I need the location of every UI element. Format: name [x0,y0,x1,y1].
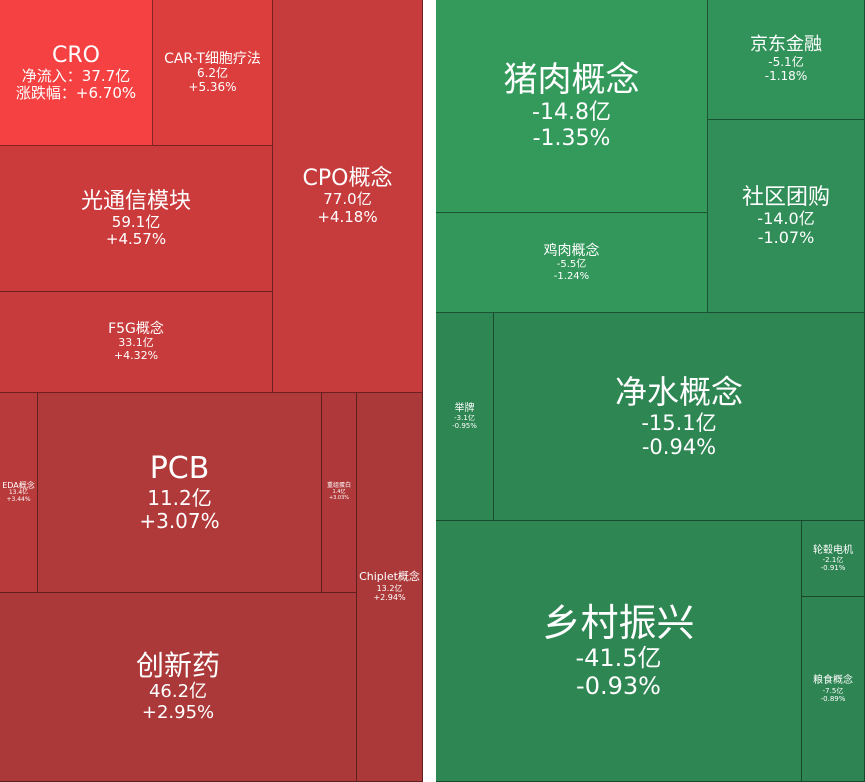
tile-change-value: +3.44% [6,496,31,504]
tile-label: CRO [52,42,100,68]
tile-label: 光通信模块 [80,188,191,214]
tile-change-value: +3.07% [139,508,220,533]
tile-label: 举牌 [454,402,475,414]
tile-flow-value: -7.5亿 [822,686,844,695]
tile-flow-value: 33.1亿 [118,336,154,350]
tile-change-value: -1.18% [764,68,808,83]
treemap-tile[interactable]: CAR-T细胞疗法 6.2亿 +5.36% [153,0,273,146]
tile-flow-value: 13.4亿 [8,489,29,497]
treemap-tile[interactable]: 社区团购 -14.0亿 -1.07% [708,120,865,313]
tile-label: 轮毂电机 [813,544,853,556]
tile-label: 鸡肉概念 [543,242,600,259]
panel-divider [423,0,436,782]
tile-change-value: -1.07% [757,227,815,247]
treemap-tile[interactable]: 重组蛋白 1.4亿 +3.03% [322,393,357,593]
tile-label: 创新药 [135,649,220,683]
treemap-tile[interactable]: EDA概念 13.4亿 +3.44% [0,393,38,593]
treemap-tile[interactable]: 乡村振兴 -41.5亿 -0.93% [436,521,802,782]
tile-change-value: +4.18% [317,207,378,226]
tile-label: F5G概念 [108,321,164,338]
tile-label: 净水概念 [614,372,743,411]
tile-flow-value: 13.2亿 [376,584,403,594]
tile-label: CPO概念 [302,166,393,192]
tile-flow-value: 11.2亿 [147,485,212,510]
tile-label: CAR-T细胞疗法 [164,50,261,67]
tile-label: PCB [149,451,210,487]
treemap-tile[interactable]: 创新药 46.2亿 +2.95% [0,593,357,782]
treemap-tile[interactable]: PCB 11.2亿 +3.07% [38,393,322,593]
tile-change-value: +2.94% [373,593,406,603]
tile-flow-value: -3.1亿 [454,414,475,423]
tile-label: 京东金融 [750,34,822,56]
tile-flow-value: 1.4亿 [332,489,346,496]
tile-change-value: -0.94% [641,434,717,459]
treemap-tile[interactable]: 京东金融 -5.1亿 -1.18% [708,0,865,120]
tile-change-value: -0.91% [820,564,846,573]
tile-flow-value: -5.5亿 [556,259,587,271]
tile-change-value: -0.89% [820,694,846,703]
tile-flow-value: -15.1亿 [641,410,717,435]
tile-flow-value: -41.5亿 [575,644,662,673]
treemap-tile[interactable]: 光通信模块 59.1亿 +4.57% [0,146,273,292]
treemap-tile[interactable]: CPO概念 77.0亿 +4.18% [273,0,423,393]
tile-flow-row: 净流入： 37.7亿 [21,66,131,85]
treemap-tile[interactable]: Chiplet概念 13.2亿 +2.94% [357,393,423,782]
tile-label: 重组蛋白 [326,482,351,490]
tile-flow-value: -5.1亿 [768,55,804,70]
tile-flow-value: -14.8亿 [532,100,611,126]
tile-flow-value: -14.0亿 [757,209,815,229]
tile-change-value: -1.35% [532,125,611,151]
tile-change-value: -0.93% [576,671,661,700]
tile-flow-value: 37.7亿 [81,66,131,85]
tile-label: Chiplet概念 [359,570,420,584]
treemap-tile[interactable]: F5G概念 33.1亿 +4.32% [0,292,273,393]
treemap-tile[interactable]: 轮毂电机 -2.1亿 -0.91% [802,521,865,597]
tile-label: 粮食概念 [813,675,853,687]
tile-flow-value: 59.1亿 [111,212,161,231]
tile-flow-value: 77.0亿 [323,190,372,209]
tile-change-value: +6.70% [75,84,137,103]
tile-change-value: -0.95% [452,422,477,431]
tile-label: 猪肉概念 [503,60,640,101]
tile-change-value: -1.24% [553,270,590,282]
tile-flow-value: 6.2亿 [196,65,229,80]
tile-flow-caption: 净流入： [21,66,82,85]
tile-label: EDA概念 [2,481,35,491]
tile-label: 社区团购 [741,184,830,210]
tile-change-value: +2.95% [141,702,215,724]
tile-change-value: +3.03% [328,494,350,501]
tile-change-value: +4.32% [113,349,159,363]
treemap-tile[interactable]: 鸡肉概念 -5.5亿 -1.24% [436,213,708,313]
treemap-tile[interactable]: 净水概念 -15.1亿 -0.94% [494,313,865,521]
tile-label: 乡村振兴 [542,600,695,645]
treemap-tile[interactable]: 猪肉概念 -14.8亿 -1.35% [436,0,708,213]
tile-change-value: +5.36% [188,79,237,94]
treemap-tile[interactable]: CRO 净流入： 37.7亿 涨跌幅： +6.70% [0,0,153,146]
tile-change-row: 涨跌幅： +6.70% [15,84,137,103]
tile-flow-value: -2.1亿 [822,556,844,565]
tile-change-value: +4.57% [105,230,167,249]
treemap-tile[interactable]: 举牌 -3.1亿 -0.95% [436,313,494,521]
tile-change-caption: 涨跌幅： [15,84,76,103]
tile-flow-value: 46.2亿 [148,681,208,703]
treemap-tile[interactable]: 粮食概念 -7.5亿 -0.89% [802,597,865,782]
